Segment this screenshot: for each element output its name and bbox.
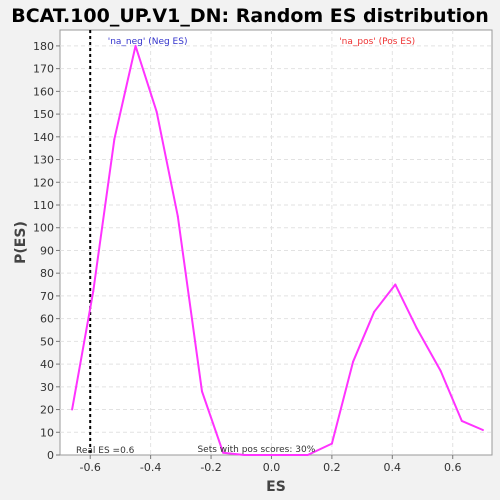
x-tick-label: 0.0 — [263, 461, 281, 474]
y-axis-ticks: 0 10 20 30 40 50 60 70 80 90 100 110 120 130 140 150 160… — [33, 40, 60, 462]
data-point — [285, 454, 288, 456]
data-point — [394, 283, 397, 286]
y-tick-label: 170 — [33, 63, 54, 76]
y-tick-label: 40 — [40, 358, 54, 371]
data-point — [460, 419, 463, 422]
y-tick-label: 0 — [47, 449, 54, 462]
y-tick-label: 30 — [40, 381, 54, 394]
y-tick-label: 160 — [33, 85, 54, 98]
x-tick-label: 0.2 — [323, 461, 341, 474]
y-tick-label: 150 — [33, 108, 54, 121]
grid-lines — [60, 30, 492, 455]
data-point — [71, 408, 74, 411]
y-tick-label: 80 — [40, 267, 54, 280]
data-point — [330, 442, 333, 445]
data-point — [352, 360, 355, 363]
plot-area — [59, 29, 493, 456]
x-tick-label: -0.6 — [79, 461, 100, 474]
x-tick-label: -0.4 — [140, 461, 161, 474]
x-axis-ticks: -0.6 -0.4 -0.2 0.0 0.2 0.4 0.6 — [79, 455, 461, 474]
real-es-label: Real ES =0.6 — [76, 446, 135, 456]
y-tick-label: 50 — [40, 335, 54, 348]
y-tick-label: 100 — [33, 222, 54, 235]
data-point — [415, 326, 418, 329]
y-tick-label: 120 — [33, 176, 54, 189]
x-tick-label: -0.2 — [200, 461, 221, 474]
pos-scores-annotation: Sets with pos scores: 30% — [197, 445, 315, 455]
y-tick-label: 110 — [33, 199, 54, 212]
y-tick-label: 130 — [33, 154, 54, 167]
y-tick-label: 10 — [40, 426, 54, 439]
data-point — [92, 290, 95, 293]
y-tick-label: 90 — [40, 244, 54, 257]
data-point — [373, 310, 376, 313]
data-point — [200, 390, 203, 393]
y-tick-label: 180 — [33, 40, 54, 53]
legend-neg-es: 'na_neg' (Neg ES) — [108, 37, 188, 47]
data-point — [134, 44, 137, 47]
data-point — [176, 215, 179, 218]
chart-title: BCAT.100_UP.V1_DN: Random ES distributio… — [11, 5, 489, 27]
y-tick-label: 60 — [40, 313, 54, 326]
x-tick-label: 0.6 — [444, 461, 462, 474]
data-point — [264, 454, 267, 456]
data-point — [439, 369, 442, 372]
data-point — [306, 454, 309, 456]
series-layer — [71, 44, 484, 456]
data-point — [155, 110, 158, 113]
data-point — [243, 454, 246, 456]
x-axis-label: ES — [266, 479, 286, 495]
y-tick-label: 20 — [40, 404, 54, 417]
x-tick-label: 0.4 — [384, 461, 402, 474]
y-tick-label: 70 — [40, 290, 54, 303]
y-axis-label: P(ES) — [13, 221, 29, 264]
data-point — [222, 451, 225, 454]
legend-pos-es: 'na_pos' (Pos ES) — [339, 37, 415, 47]
data-point — [113, 138, 116, 141]
data-point — [481, 429, 484, 431]
series-line — [71, 44, 484, 456]
y-tick-label: 140 — [33, 131, 54, 144]
